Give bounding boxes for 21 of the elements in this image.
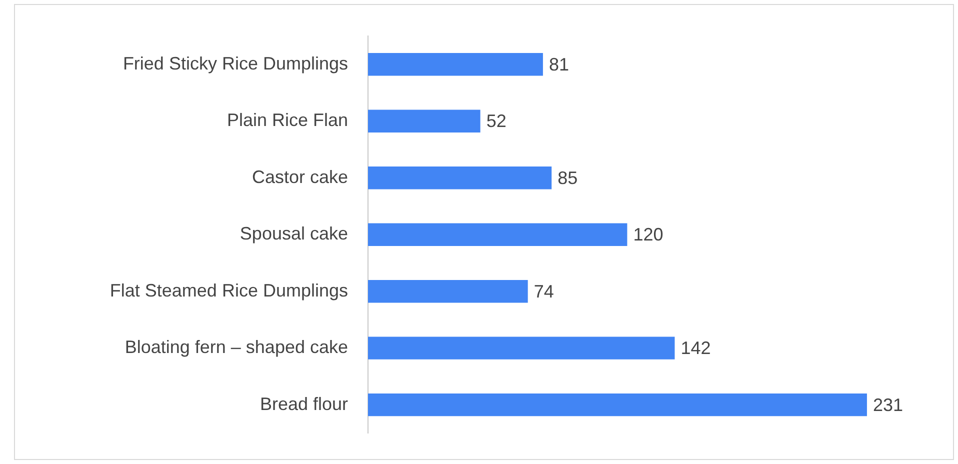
data-label: 85 — [558, 168, 578, 188]
data-label: 142 — [680, 338, 711, 358]
data-label: 74 — [534, 281, 554, 302]
y-tick-label: Flat Steamed Rice Dumplings — [110, 280, 348, 300]
y-tick-label: Plain Rice Flan — [226, 110, 348, 130]
data-label: 81 — [548, 54, 569, 74]
data-label: 52 — [486, 111, 506, 132]
bar — [368, 393, 867, 416]
bar — [368, 223, 628, 246]
y-tick-label: Spousal cake — [240, 224, 348, 244]
data-label: 231 — [872, 394, 904, 415]
bar — [368, 280, 528, 303]
bar — [368, 166, 552, 190]
bar — [368, 53, 543, 76]
y-tick-label: Bread flour — [260, 394, 348, 414]
data-label: 120 — [633, 224, 664, 245]
bar — [368, 336, 675, 360]
bar — [368, 110, 480, 132]
y-tick-label: Fried Sticky Rice Dumplings — [122, 53, 348, 74]
y-tick-label: Castor cake — [252, 166, 348, 187]
y-tick-label: Bloating fern – shaped cake — [124, 337, 348, 358]
